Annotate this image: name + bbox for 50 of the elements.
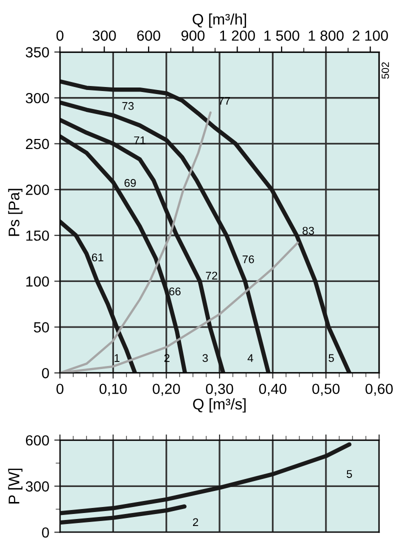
x2-tick-label: 1 500	[264, 30, 300, 41]
x2-axis-title: Q [m³/h]	[192, 13, 246, 28]
series-label: 3	[202, 354, 208, 362]
series-label: 5	[346, 470, 352, 478]
x-tick-label: 0,60	[366, 384, 393, 396]
annotation: 83	[302, 226, 314, 235]
y-tick-label: 600	[26, 435, 49, 446]
y-tick-label: 250	[26, 138, 49, 150]
y-tick-label: 50	[34, 322, 49, 332]
annotation: 72	[206, 272, 218, 280]
y-tick-label: 100	[26, 276, 49, 287]
annotation: 73	[122, 102, 134, 110]
annotation: 61	[92, 253, 104, 262]
y-axis-title: Ps [Pa]	[8, 188, 22, 236]
y-axis-title: P [W]	[8, 468, 22, 504]
x2-tick-label: 300	[92, 30, 116, 41]
line-series	[60, 220, 138, 373]
x2-tick-label: 2 100	[352, 30, 388, 41]
x2-tick-label: 1 800	[308, 30, 344, 41]
x-axis-title: Q [m³/s]	[193, 398, 246, 413]
line-series	[60, 134, 188, 373]
y-tick-label: 0	[42, 368, 49, 378]
line-series	[60, 442, 352, 516]
annotation: 76	[242, 255, 254, 264]
y-tick-label: 200	[26, 184, 49, 195]
y-tick-label: 350	[26, 47, 49, 58]
annotation: 66	[169, 287, 181, 296]
series-label: 1	[114, 354, 120, 362]
annotation: 71	[134, 136, 146, 144]
line-series	[60, 79, 352, 373]
series-label: 5	[328, 354, 334, 362]
text: 502	[382, 62, 389, 79]
x2-tick-label: 1 200	[220, 30, 255, 41]
x-tick-label: 0,20	[152, 384, 180, 396]
x2-tick-label: 0	[56, 30, 64, 41]
x-tick-label: 0,30	[206, 384, 234, 396]
y-tick-label: 0	[42, 527, 49, 538]
y-tick-label: 150	[26, 230, 49, 241]
x-tick-label: 0,50	[312, 384, 340, 396]
x2-tick-label: 900	[181, 30, 205, 41]
y-tick-label: 300	[26, 92, 49, 104]
series-label: 2	[193, 518, 198, 526]
annotation: 69	[124, 179, 136, 187]
series-label: 4	[248, 354, 254, 362]
line-series	[60, 504, 187, 525]
x-tick-label: 0,10	[100, 384, 127, 396]
x-tick-label: 0,40	[259, 384, 286, 396]
x-tick-label: 0	[56, 384, 64, 394]
y-tick-label: 300	[26, 481, 49, 492]
x2-tick-label: 600	[137, 30, 160, 41]
